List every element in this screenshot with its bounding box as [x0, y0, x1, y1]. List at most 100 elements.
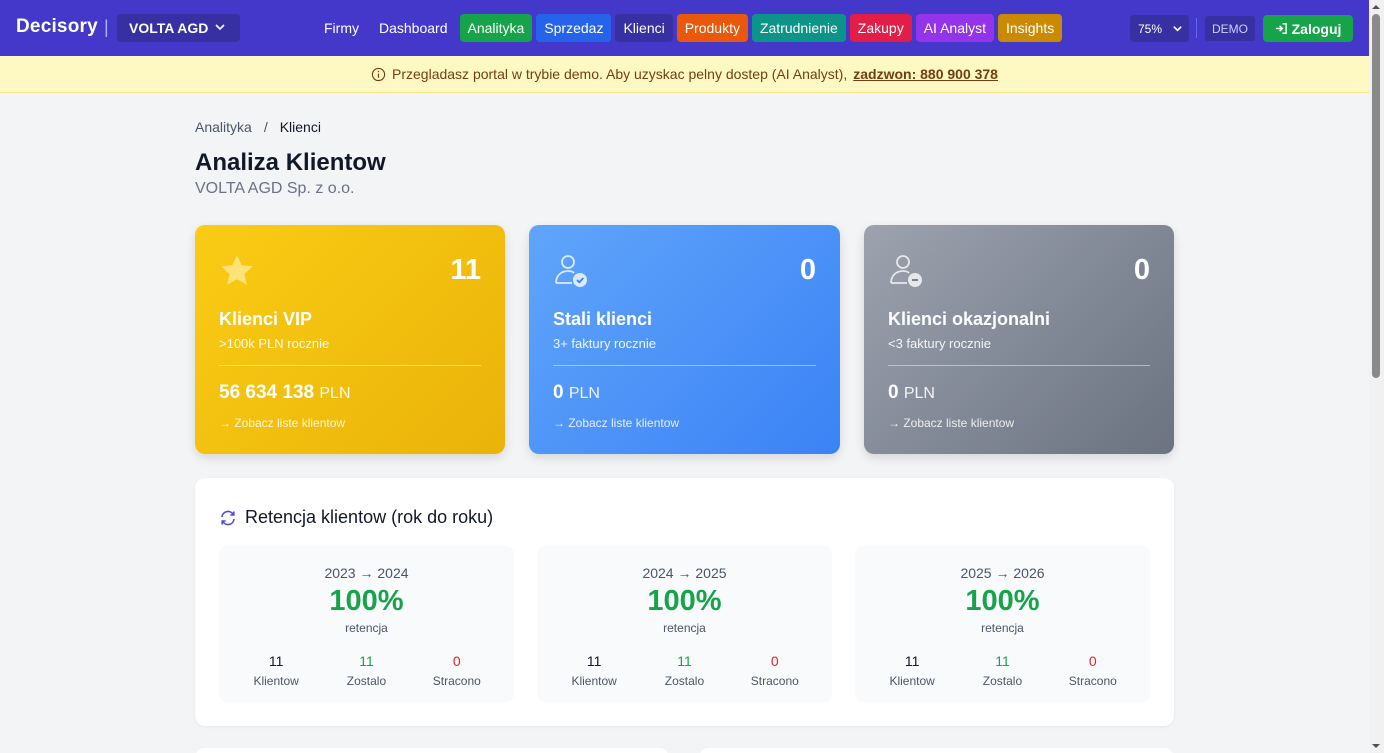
- retention-label: retencja: [345, 621, 388, 635]
- stat-value: 11: [586, 653, 602, 669]
- retention-header: Retencja klientow (rok do roku): [219, 507, 493, 528]
- retention-stats: 11 Klientow 11 Zostalo 0 Stracono: [219, 653, 514, 688]
- card-amount-value: 56 634 138: [219, 382, 315, 403]
- stat-label: Zostalo: [346, 674, 387, 688]
- stat-label: Stracono: [432, 674, 481, 688]
- stat-value: 11: [995, 653, 1010, 669]
- retention-period: 2023 → 2024: [324, 565, 409, 581]
- zoom-select[interactable]: 75%: [1130, 15, 1189, 42]
- nav-link-sprzedaz[interactable]: Sprzedaz: [536, 14, 612, 42]
- zoom-select-value: 75%: [1138, 21, 1163, 36]
- nav-link-insights[interactable]: Insights: [997, 14, 1063, 42]
- card-amount: 0 PLN: [888, 382, 935, 404]
- card-description: 3+ faktury rocznie: [553, 336, 656, 351]
- stat-label: Klientow: [889, 674, 935, 688]
- retention-period: 2024 → 2025: [642, 565, 727, 581]
- retention-stat-kept: 11 Zostalo: [957, 653, 1047, 688]
- card-description: >100k PLN rocznie: [219, 336, 330, 351]
- scroll-up-arrow-icon[interactable]: [1372, 3, 1380, 11]
- stat-value: 0: [770, 653, 779, 669]
- breadcrumb-separator: /: [263, 119, 268, 135]
- stat-label: Klientow: [571, 674, 617, 688]
- login-button-label: Zaloguj: [1291, 20, 1342, 37]
- company-select[interactable]: VOLTA AGD: [117, 14, 240, 42]
- retention-period-card: 2024 → 2025 100% retencja 11 Klientow 11 Z…: [537, 546, 832, 702]
- page-title: Analiza Klientow: [195, 149, 386, 176]
- nav-links: Firmy Dashboard Analityka Sprzedaz Klien…: [316, 14, 1063, 42]
- stat-value: 11: [268, 653, 284, 669]
- nav-link-firmy[interactable]: Firmy: [324, 20, 359, 36]
- card-count: 11: [450, 254, 481, 286]
- retention-panel: Retencja klientow (rok do roku) 2023 → 2…: [195, 478, 1174, 726]
- card-list-link[interactable]: → Zobacz liste klientow: [553, 416, 680, 430]
- card-list-link[interactable]: → Zobacz liste klientow: [888, 416, 1015, 430]
- vip-clients-card[interactable]: 11 Klienci VIP >100k PLN rocznie 56 634 …: [195, 225, 505, 454]
- card-amount-unit: PLN: [903, 385, 935, 402]
- retention-stat-total: 11 Klientow: [549, 653, 639, 688]
- nav-link-produkty[interactable]: Produkty: [676, 14, 748, 42]
- retention-label: retencja: [981, 621, 1024, 635]
- stat-label: Zostalo: [664, 674, 705, 688]
- card-amount-unit: PLN: [568, 385, 600, 402]
- occasional-clients-card[interactable]: 0 Klienci okazjonalni <3 faktury rocznie…: [864, 225, 1174, 454]
- page-subtitle: VOLTA AGD Sp. z o.o.: [195, 180, 355, 197]
- user-minus-icon: [890, 255, 922, 287]
- chevron-down-icon: [215, 24, 225, 31]
- retention-stat-lost: 0 Stracono: [1048, 653, 1138, 688]
- nav-link-klienci[interactable]: Klienci: [615, 14, 673, 42]
- card-count: 0: [799, 254, 816, 286]
- stat-value: 11: [904, 653, 920, 669]
- retention-period-card: 2023 → 2024 100% retencja 11 Klientow 11 Z…: [219, 546, 514, 702]
- card-divider: [888, 365, 1150, 366]
- card-divider: [219, 365, 481, 366]
- brand-separator: |: [104, 17, 109, 37]
- login-button[interactable]: Zaloguj: [1263, 15, 1353, 42]
- retention-stat-total: 11 Klientow: [231, 653, 321, 688]
- brand-logo[interactable]: Decisory: [16, 16, 98, 37]
- stat-label: Stracono: [1068, 674, 1117, 688]
- card-description: <3 faktury rocznie: [888, 336, 991, 351]
- breadcrumb-parent[interactable]: Analityka: [195, 119, 252, 135]
- regular-clients-card[interactable]: 0 Stali klienci 3+ faktury rocznie 0 PLN…: [529, 225, 840, 454]
- company-select-value: VOLTA AGD: [129, 20, 209, 36]
- user-check-icon: [555, 255, 587, 287]
- retention-percentage: 100%: [329, 585, 404, 617]
- demo-banner-text: Przegladasz portal w trybie demo. Aby uz…: [392, 66, 848, 82]
- nav-link-ai-analyst[interactable]: AI Analyst: [915, 14, 994, 42]
- retention-period: 2025 → 2026: [960, 565, 1045, 581]
- retention-period-card: 2025 → 2026 100% retencja 11 Klientow 11 Z…: [855, 546, 1150, 702]
- retention-stat-total: 11 Klientow: [867, 653, 957, 688]
- retention-stat-lost: 0 Stracono: [412, 653, 502, 688]
- card-list-link[interactable]: → Zobacz liste klientow: [219, 416, 346, 430]
- breadcrumb-current: Klienci: [279, 119, 321, 135]
- card-title: Klienci okazjonalni: [888, 309, 1051, 329]
- retention-stats: 11 Klientow 11 Zostalo 0 Stracono: [855, 653, 1150, 688]
- demo-banner: Przegladasz portal w trybie demo. Aby uz…: [0, 56, 1369, 93]
- nav-link-dashboard[interactable]: Dashboard: [379, 20, 448, 36]
- retention-percentage: 100%: [647, 585, 722, 617]
- login-icon: [1275, 23, 1287, 34]
- scrollbar-thumb[interactable]: [1372, 14, 1380, 378]
- card-divider: [553, 365, 816, 366]
- retention-label: retencja: [663, 621, 706, 635]
- card-title: Stali klienci: [553, 309, 653, 329]
- card-amount-value: 0: [553, 382, 564, 403]
- retention-stat-kept: 11 Zostalo: [321, 653, 411, 688]
- nav-link-analityka[interactable]: Analityka: [459, 14, 533, 42]
- page-scrollbar[interactable]: [1369, 0, 1384, 753]
- nav-link-zatrudnienie[interactable]: Zatrudnienie: [751, 14, 846, 42]
- nav-link-zakupy[interactable]: Zakupy: [849, 14, 912, 42]
- demo-banner-phone-link[interactable]: zadzwon: 880 900 378: [853, 66, 998, 82]
- breadcrumb: Analityka / Klienci: [195, 119, 321, 135]
- card-amount: 56 634 138 PLN: [219, 382, 351, 404]
- scroll-down-arrow-icon[interactable]: [1372, 742, 1380, 750]
- card-count: 0: [1133, 254, 1150, 286]
- card-amount: 0 PLN: [553, 382, 600, 404]
- retention-percentage: 100%: [965, 585, 1040, 617]
- stat-label: Klientow: [253, 674, 299, 688]
- stat-value: 11: [359, 653, 374, 669]
- next-section-card: [699, 748, 1174, 753]
- refresh-icon: [221, 510, 235, 525]
- card-title: Klienci VIP: [219, 309, 313, 329]
- next-section-card: [195, 748, 669, 753]
